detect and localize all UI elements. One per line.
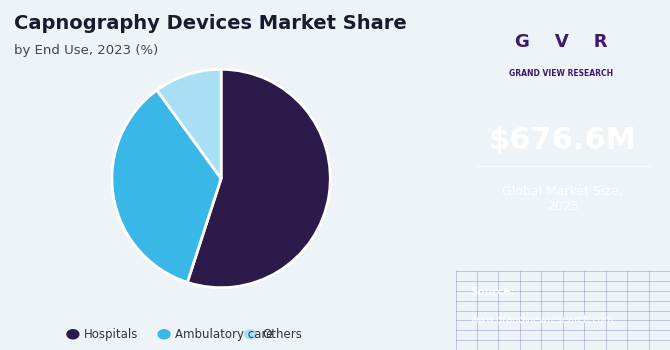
Wedge shape: [157, 69, 221, 178]
Text: www.grandviewresearch.com: www.grandviewresearch.com: [470, 315, 614, 324]
Text: Source:: Source:: [470, 287, 515, 297]
Text: $676.6M: $676.6M: [488, 126, 637, 154]
Text: Ambulatory care: Ambulatory care: [176, 328, 274, 341]
Text: GRAND VIEW RESEARCH: GRAND VIEW RESEARCH: [509, 69, 613, 78]
Text: Hospitals: Hospitals: [84, 328, 139, 341]
Text: Global Market Size,
2023: Global Market Size, 2023: [502, 186, 623, 214]
Text: G    V    R: G V R: [515, 33, 608, 50]
Wedge shape: [188, 69, 330, 288]
Text: Others: Others: [262, 328, 302, 341]
Text: by End Use, 2023 (%): by End Use, 2023 (%): [13, 44, 158, 57]
Circle shape: [245, 330, 257, 339]
Circle shape: [67, 330, 79, 339]
Wedge shape: [112, 90, 221, 282]
Circle shape: [158, 330, 170, 339]
Text: Capnography Devices Market Share: Capnography Devices Market Share: [13, 14, 407, 33]
